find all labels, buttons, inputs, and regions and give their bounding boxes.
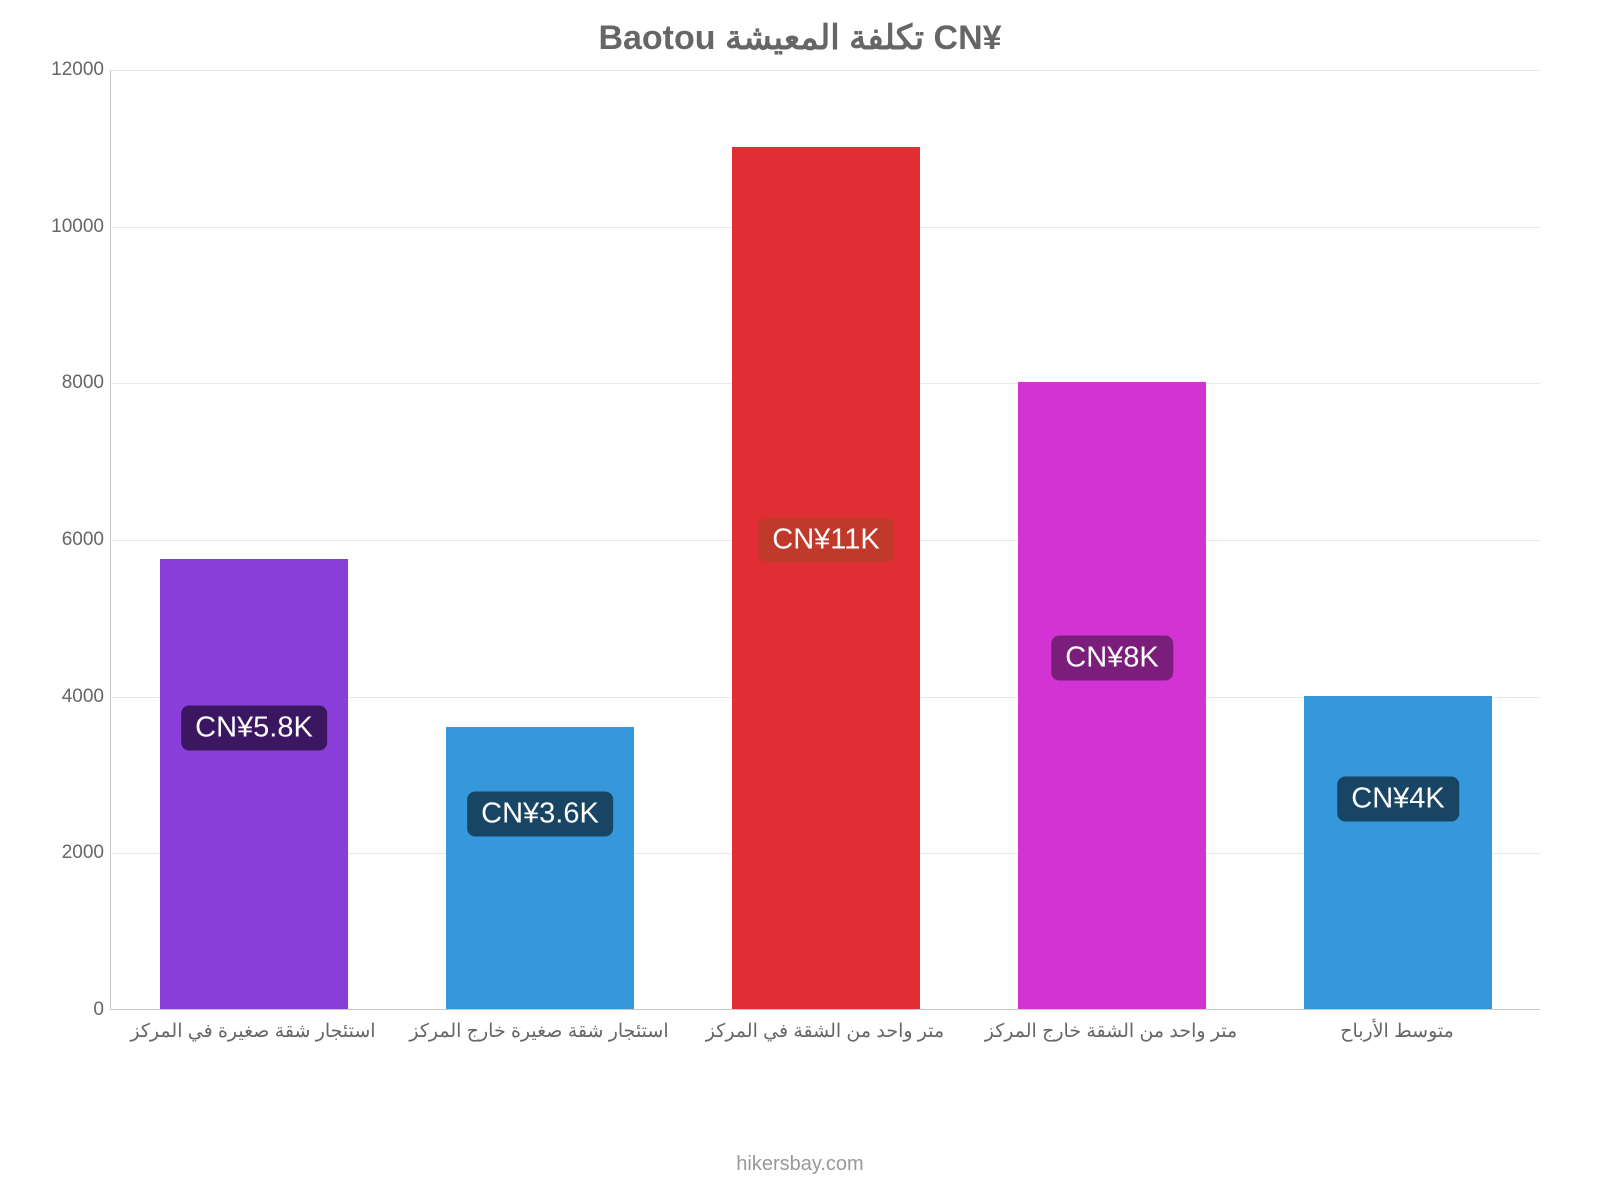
x-category-label: استئجار شقة صغيرة في المركز <box>130 1020 375 1043</box>
data-bar <box>160 559 349 1009</box>
bar-value-badge: CN¥11K <box>758 518 893 563</box>
attribution: hikersbay.com <box>0 1153 1600 1176</box>
x-category-label: استئجار شقة صغيرة خارج المركز <box>409 1020 668 1043</box>
y-tick-label: 8000 <box>14 372 104 394</box>
gridline <box>111 70 1540 71</box>
bar-value-badge: CN¥3.6K <box>467 792 613 837</box>
bar-value-badge: CN¥5.8K <box>181 706 327 751</box>
data-bar <box>732 147 921 1009</box>
y-tick-label: 2000 <box>14 842 104 864</box>
cost-of-living-chart: Baotou تكلفة المعيشة CN¥ CN¥5.8KCN¥3.6KC… <box>0 0 1600 1200</box>
data-bar <box>1304 696 1493 1009</box>
plot-area: CN¥5.8K CN¥3.6K CN¥11K CN¥8K CN¥4K <box>110 70 1540 1010</box>
data-bar <box>446 727 635 1009</box>
x-category-label: متوسط الأرباح <box>1340 1020 1454 1043</box>
y-tick-label: 6000 <box>14 529 104 551</box>
x-category-label: متر واحد من الشقة في المركز <box>706 1020 944 1043</box>
data-bar <box>1018 382 1207 1009</box>
y-tick-label: 0 <box>14 999 104 1021</box>
y-tick-label: 12000 <box>14 59 104 81</box>
chart-title: Baotou تكلفة المعيشة CN¥ <box>0 18 1600 58</box>
x-category-label: متر واحد من الشقة خارج المركز <box>985 1020 1237 1043</box>
y-tick-label: 10000 <box>14 216 104 238</box>
bar-value-badge: CN¥4K <box>1337 776 1459 821</box>
bar-value-badge: CN¥8K <box>1051 635 1173 680</box>
y-tick-label: 4000 <box>14 686 104 708</box>
